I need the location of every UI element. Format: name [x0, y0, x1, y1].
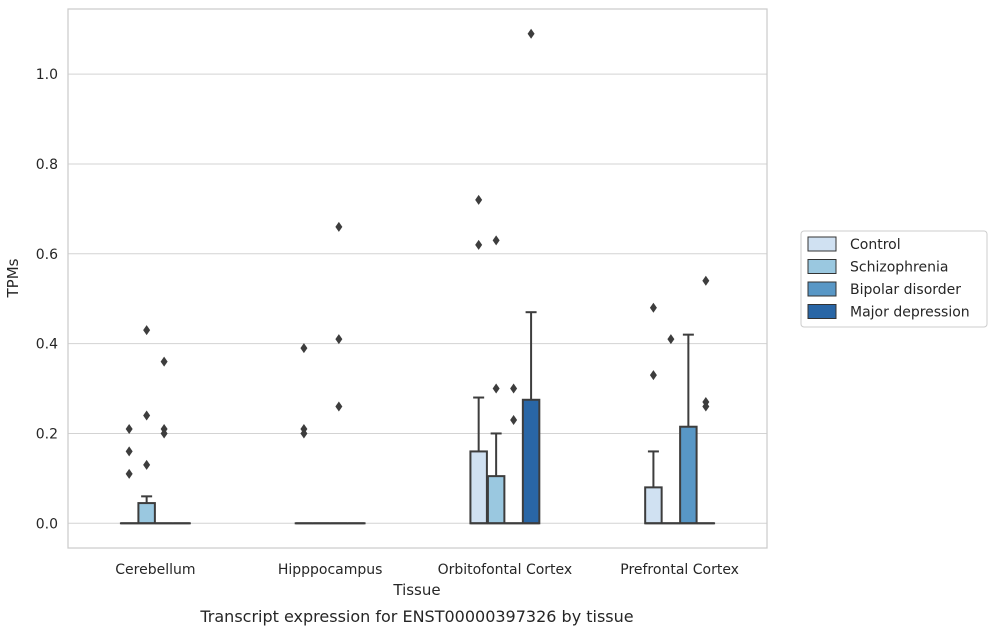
box-body — [644, 486, 663, 525]
outlier-point — [702, 275, 710, 286]
box-schizophrenia — [137, 495, 156, 525]
outlier-point — [649, 302, 657, 313]
x-tick-label: Orbitofontal Cortex — [438, 562, 573, 578]
box-body — [486, 475, 506, 525]
outlier-point — [510, 383, 518, 394]
legend-label: Major depression — [850, 305, 970, 321]
chart-caption: Transcript expression for ENST0000039732… — [199, 607, 633, 626]
legend-swatch — [807, 304, 837, 319]
boxes — [119, 311, 716, 525]
x-tick-label: Cerebellum — [115, 562, 195, 578]
outliers — [125, 28, 710, 479]
x-axis-label: Tissue — [392, 581, 440, 599]
outlier-point — [300, 343, 308, 354]
legend-label: Control — [850, 237, 901, 253]
box-control — [469, 396, 488, 525]
outlier-point — [335, 334, 343, 345]
outlier-point — [125, 446, 133, 457]
y-axis-label: TPMs — [4, 258, 22, 298]
box-schizophrenia — [486, 432, 506, 525]
box-bipolar-disorder — [679, 333, 698, 525]
outlier-point — [527, 28, 535, 39]
legend-label: Schizophrenia — [850, 260, 948, 276]
x-tick-label: Hipppocampus — [278, 562, 383, 578]
outlier-point — [143, 325, 151, 336]
box-body — [137, 502, 156, 525]
y-tick-label: 0.6 — [36, 247, 58, 263]
outlier-point — [335, 221, 343, 232]
legend-swatch — [807, 259, 837, 274]
outlier-point — [125, 423, 133, 434]
outlier-point — [143, 459, 151, 470]
x-tick-label: Prefrontal Cortex — [620, 562, 739, 578]
outlier-point — [492, 383, 500, 394]
y-tick-label: 0.4 — [36, 337, 58, 353]
outlier-point — [335, 401, 343, 412]
outlier-point — [492, 235, 500, 246]
legend-swatch — [807, 236, 837, 252]
outlier-point — [649, 370, 657, 381]
plot-area-border — [67, 8, 768, 549]
outlier-point — [667, 334, 675, 345]
box-major-depression — [521, 311, 541, 525]
outlier-point — [475, 239, 483, 250]
outlier-point — [702, 401, 710, 412]
legend-swatch — [807, 281, 837, 297]
y-tick-label: 0.0 — [36, 516, 58, 532]
outlier-point — [475, 194, 483, 205]
outlier-point — [300, 428, 308, 439]
box-body — [679, 425, 698, 525]
box-body — [469, 450, 488, 525]
box-body — [521, 398, 541, 525]
outlier-point — [160, 356, 168, 367]
y-tick-label: 0.8 — [36, 157, 58, 173]
box-control — [644, 450, 663, 525]
outlier-point — [160, 428, 168, 439]
outlier-point — [510, 414, 518, 425]
x-axis-ticks: Cerebellum Hipppocampus Orbitofontal Corte… — [115, 562, 739, 578]
outlier-point — [143, 410, 151, 421]
outlier-point — [125, 468, 133, 479]
y-tick-label: 1.0 — [36, 67, 58, 83]
legend: Control Schizophrenia Bipolar disorder Majo… — [800, 230, 988, 328]
legend-label: Bipolar disorder — [850, 282, 961, 298]
y-axis-ticks: 0.0 0.2 0.4 0.6 0.8 1.0 — [36, 67, 58, 532]
y-tick-label: 0.2 — [36, 426, 58, 442]
legend-frame — [800, 230, 988, 328]
